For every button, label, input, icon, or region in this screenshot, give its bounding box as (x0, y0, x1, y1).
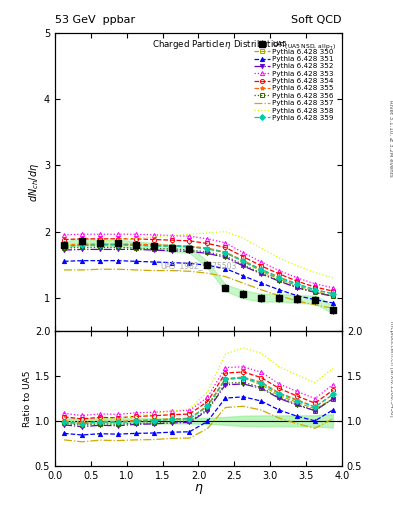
Text: UA5_1982_S875503: UA5_1982_S875503 (160, 261, 237, 270)
Text: Rivet 3.1.10, ≥ 3.2M events: Rivet 3.1.10, ≥ 3.2M events (389, 100, 393, 177)
Legend: UA5, Pythia 6.428 350, Pythia 6.428 351, Pythia 6.428 352, Pythia 6.428 353, Pyt: UA5, Pythia 6.428 350, Pythia 6.428 351,… (252, 40, 336, 122)
X-axis label: $\eta$: $\eta$ (194, 482, 203, 496)
Text: Charged Particle$\,\eta$ Distribution$\,_{\rm (UA5\,NSD,\,all\,p_T)}$: Charged Particle$\,\eta$ Distribution$\,… (152, 39, 336, 52)
Text: mcplots.cern.ch [arXiv:1306.3436]: mcplots.cern.ch [arXiv:1306.3436] (389, 321, 393, 416)
Y-axis label: $dN_{ch}/d\eta$: $dN_{ch}/d\eta$ (27, 162, 41, 202)
Y-axis label: Ratio to UA5: Ratio to UA5 (23, 370, 32, 426)
Text: Soft QCD: Soft QCD (292, 14, 342, 25)
Text: 53 GeV  ppbar: 53 GeV ppbar (55, 14, 135, 25)
